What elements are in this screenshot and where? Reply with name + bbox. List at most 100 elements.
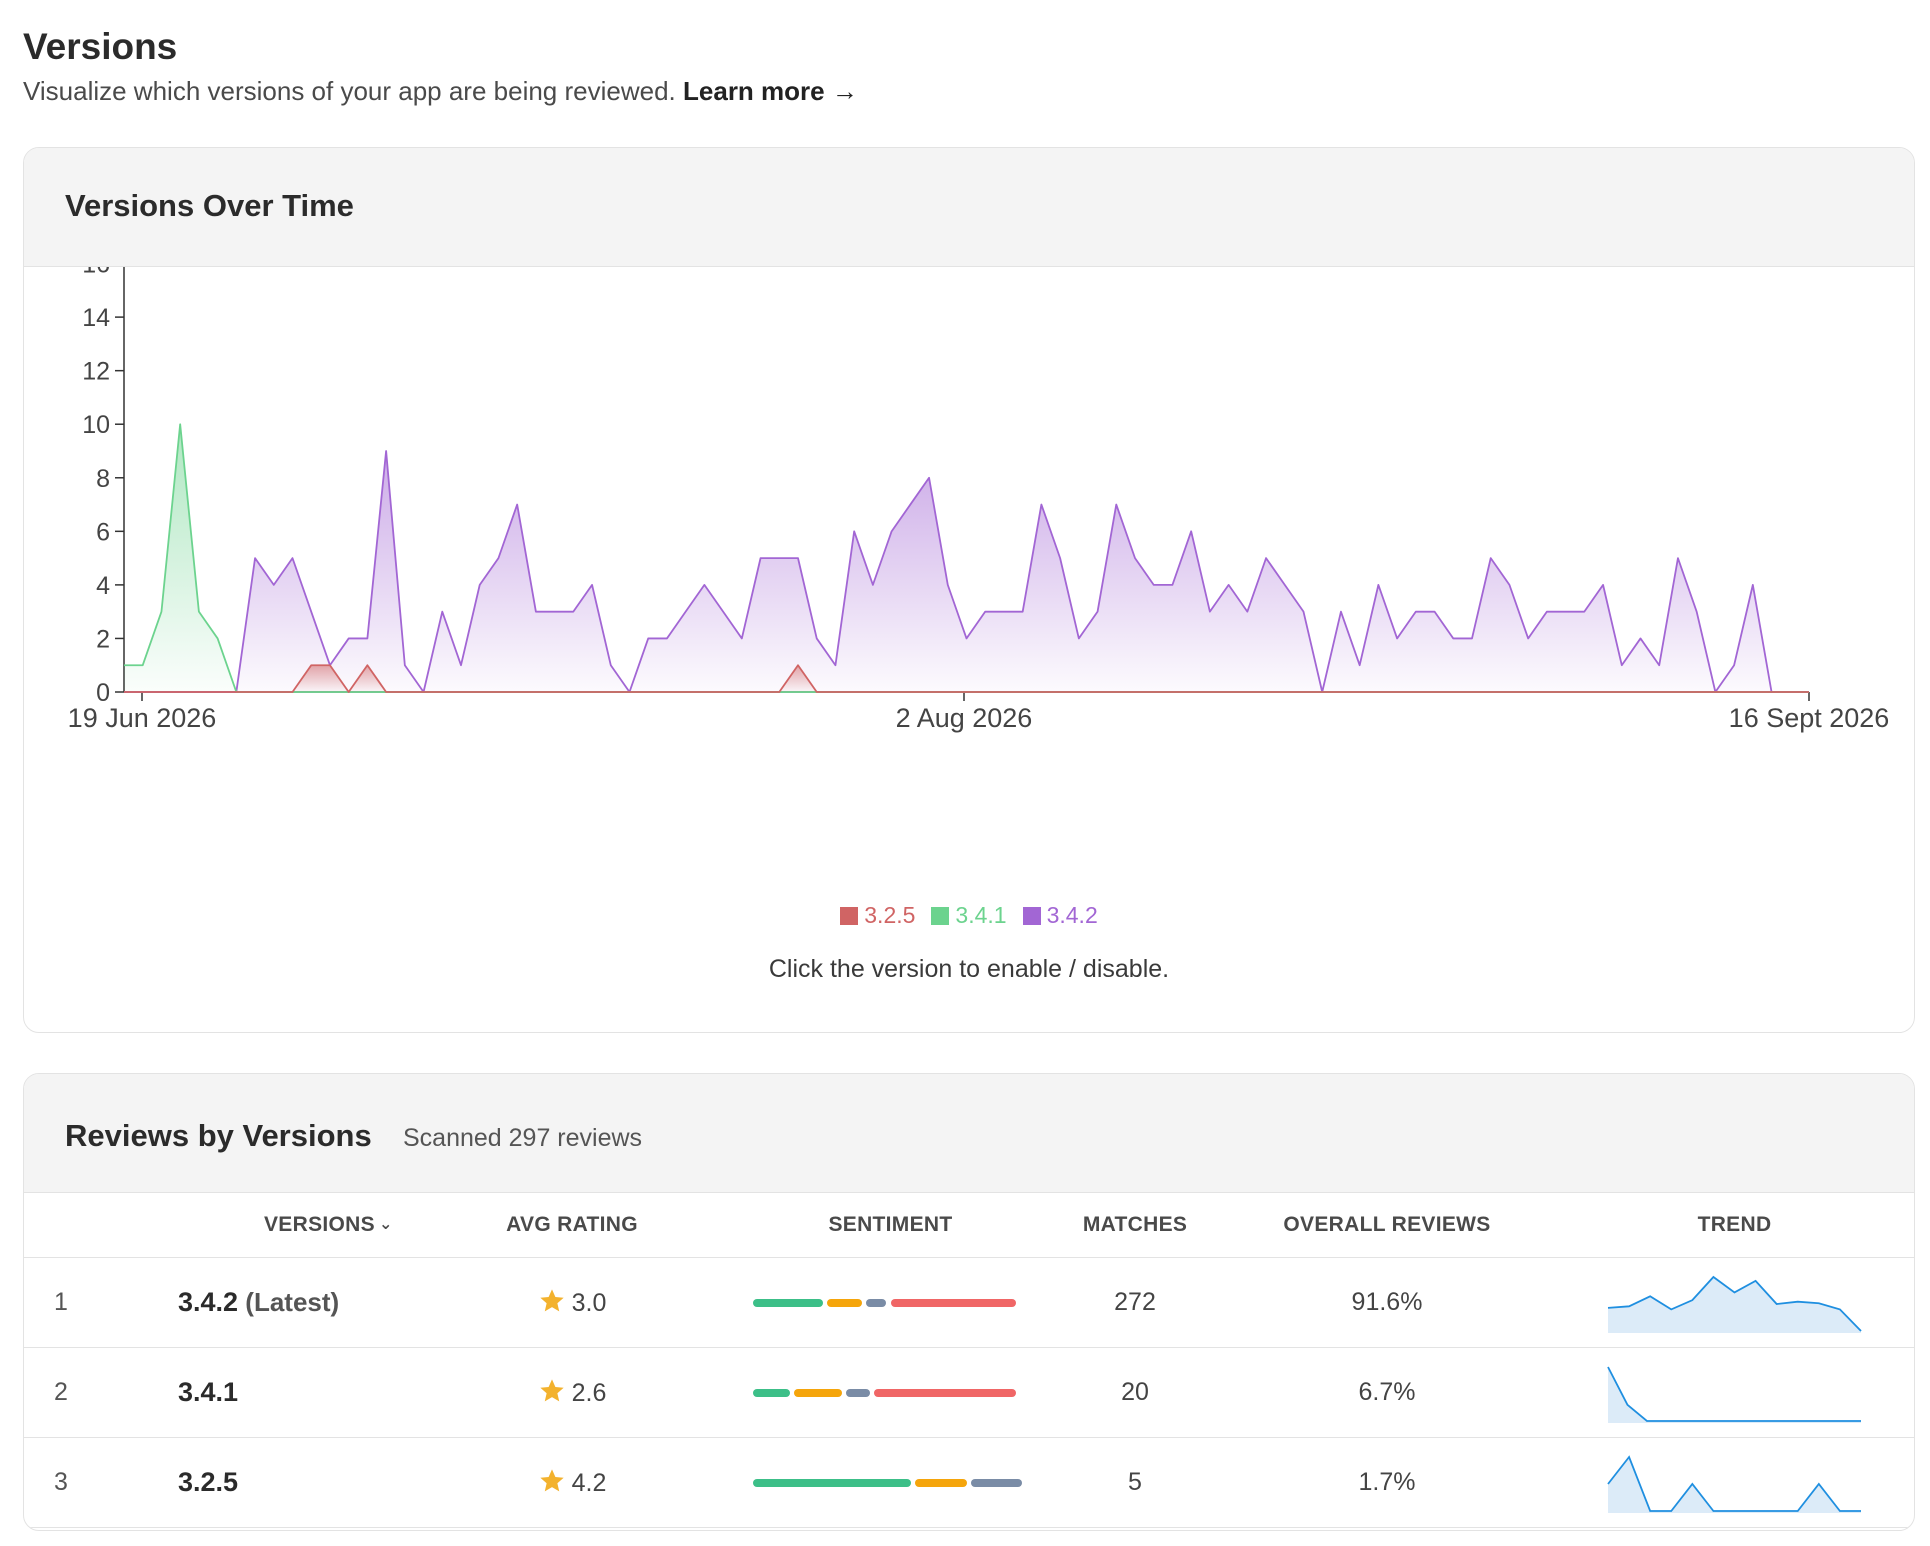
y-tick-label: 8 — [96, 465, 110, 493]
row-trend — [1553, 1257, 1914, 1347]
trend-area — [1608, 1457, 1861, 1513]
area-3-4-2 — [124, 451, 1809, 692]
table-row[interactable]: 2 3.4.1 2.6 20 6.7% — [24, 1347, 1914, 1437]
legend-item-3-2-5[interactable]: 3.2.5 — [840, 902, 915, 929]
x-tick-label: 19 Jun 2026 — [68, 703, 217, 733]
trend-sparkline — [1607, 1366, 1861, 1423]
row-matches: 272 — [1114, 1287, 1156, 1316]
page-subtitle: Visualize which versions of your app are… — [23, 76, 858, 107]
row-avg-rating: 3.0 — [412, 1257, 732, 1347]
row-rank: 1 — [54, 1287, 68, 1316]
trend-line — [1607, 1455, 1861, 1512]
table-header-row: VERSIONS ⌄ AVG RATING SENTIMENT MATCHES O… — [24, 1193, 1914, 1258]
row-version: 3.4.1 — [178, 1347, 412, 1437]
col-rank — [24, 1193, 178, 1258]
y-tick-label: 6 — [96, 518, 110, 546]
x-tick-label: 2 Aug 2026 — [896, 703, 1033, 733]
col-trend: TREND — [1553, 1193, 1914, 1258]
version-number: 3.2.5 — [178, 1466, 239, 1497]
sentiment-mixed — [970, 1478, 1022, 1487]
row-avg-rating: 4.2 — [412, 1437, 732, 1527]
row-overall-reviews: 1.7% — [1358, 1467, 1416, 1496]
sentiment-bar — [752, 1478, 1029, 1487]
card-title: Versions Over Time — [65, 188, 354, 223]
legend-label: 3.4.1 — [955, 902, 1007, 928]
y-tick-label: 2 — [96, 625, 110, 653]
row-overall-reviews: 91.6% — [1351, 1287, 1423, 1316]
col-avg-rating[interactable]: AVG RATING — [412, 1193, 732, 1258]
trend-area — [1608, 1367, 1861, 1423]
y-tick-label: 12 — [82, 358, 110, 386]
reviews-by-versions-card: Reviews by Versions Scanned 297 reviews … — [23, 1073, 1915, 1531]
col-matches[interactable]: MATCHES — [1049, 1193, 1221, 1258]
legend-swatch — [1022, 907, 1041, 925]
trend-sparkline — [1607, 1275, 1862, 1333]
version-number: 3.4.2 — [178, 1286, 239, 1317]
versions-table: VERSIONS ⌄ AVG RATING SENTIMENT MATCHES O… — [24, 1193, 1914, 1528]
legend-item-3-4-1[interactable]: 3.4.1 — [931, 902, 1007, 929]
star-icon — [539, 1288, 564, 1311]
table-body: 1 3.4.2 (Latest) 3.0 272 91.6% 2 3.4.1 2.6 20 6.7… — [24, 1257, 1914, 1527]
scanned-count: Scanned 297 reviews — [403, 1124, 643, 1152]
sentiment-mixed — [865, 1298, 887, 1307]
y-tick-label: 0 — [96, 679, 110, 707]
row-rank: 3 — [54, 1467, 68, 1496]
page-title: Versions — [23, 26, 178, 67]
row-version: 3.2.5 — [178, 1437, 412, 1527]
col-versions[interactable]: VERSIONS ⌄ — [178, 1193, 412, 1258]
sentiment-mixed — [846, 1388, 870, 1397]
y-tick-label: 14 — [82, 304, 110, 332]
subtitle-text: Visualize which versions of your app are… — [23, 76, 676, 106]
trend-area — [1608, 1277, 1861, 1333]
row-matches: 5 — [1128, 1467, 1142, 1496]
trend-line — [1607, 1275, 1862, 1332]
sentiment-positive — [752, 1478, 912, 1487]
row-avg-rating: 2.6 — [412, 1347, 732, 1437]
row-sentiment — [732, 1347, 1049, 1437]
legend-swatch — [840, 907, 859, 925]
rating-value: 3.0 — [571, 1288, 607, 1317]
chevron-down-icon[interactable]: ⌄ — [378, 1215, 393, 1233]
row-trend — [1553, 1437, 1914, 1527]
col-overall-reviews[interactable]: OVERALL REVIEWS — [1221, 1193, 1553, 1258]
legend-label: 3.4.2 — [1046, 902, 1098, 928]
rating-value: 2.6 — [571, 1378, 607, 1407]
sentiment-neutral — [793, 1388, 843, 1397]
row-rank: 2 — [54, 1377, 68, 1406]
sentiment-positive — [752, 1298, 824, 1307]
table-row[interactable]: 3 3.2.5 4.2 5 1.7% — [24, 1437, 1914, 1527]
row-overall-reviews: 6.7% — [1358, 1377, 1416, 1406]
legend-item-3-4-2[interactable]: 3.4.2 — [1022, 902, 1098, 929]
card-header: Reviews by Versions Scanned 297 reviews — [24, 1074, 1914, 1193]
legend-label: 3.2.5 — [864, 902, 916, 928]
row-version: 3.4.2 (Latest) — [178, 1257, 412, 1347]
star-icon — [539, 1468, 564, 1491]
learn-more-link[interactable]: Learn more → — [683, 76, 858, 106]
sentiment-bar — [752, 1388, 1029, 1397]
card-title: Reviews by Versions — [65, 1118, 372, 1153]
y-tick-label: 16 — [82, 267, 110, 279]
sentiment-bar — [752, 1298, 1029, 1307]
trend-line — [1607, 1366, 1861, 1422]
y-tick-label: 10 — [82, 411, 110, 439]
rating-value: 4.2 — [571, 1468, 607, 1497]
col-versions-label: VERSIONS — [264, 1212, 375, 1236]
sentiment-negative — [873, 1388, 1017, 1397]
col-sentiment[interactable]: SENTIMENT — [732, 1193, 1049, 1258]
row-sentiment — [732, 1257, 1049, 1347]
trend-sparkline — [1607, 1455, 1861, 1513]
row-matches: 20 — [1121, 1377, 1149, 1406]
version-number: 3.4.1 — [178, 1376, 239, 1407]
table-row[interactable]: 1 3.4.2 (Latest) 3.0 272 91.6% — [24, 1257, 1914, 1347]
row-trend — [1553, 1347, 1914, 1437]
chart-legend: 3.2.5 3.4.1 3.4.2 — [24, 902, 1914, 929]
line-3-4-2 — [124, 450, 1809, 693]
star-icon — [539, 1378, 564, 1401]
chart-hint: Click the version to enable / disable. — [768, 955, 1170, 983]
row-sentiment — [732, 1437, 1049, 1527]
versions-over-time-card: Versions Over Time 02468101214161819 Jun… — [23, 147, 1915, 1033]
x-tick-label: 16 Sept 2026 — [1729, 703, 1890, 733]
legend-swatch — [931, 907, 950, 925]
